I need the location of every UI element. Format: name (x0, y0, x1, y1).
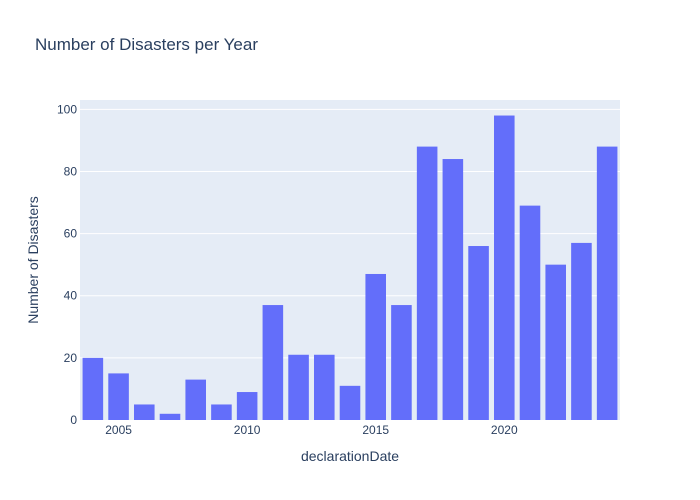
bar-2005 (108, 373, 129, 420)
y-axis-ticks: 0 20 40 60 80 100 (57, 102, 77, 427)
bar-2023 (571, 242, 592, 420)
bar-2007 (159, 413, 181, 420)
bar-2012 (288, 354, 309, 420)
bar-2017 (416, 146, 438, 420)
bar-2019 (468, 246, 489, 420)
y-tick-label: 20 (64, 351, 78, 365)
x-tick-label: 2020 (491, 423, 518, 437)
bar-2024 (596, 146, 618, 420)
y-tick-label: 60 (64, 227, 78, 241)
bars (82, 115, 618, 420)
x-tick-label: 2015 (362, 423, 389, 437)
bar-2008 (185, 379, 206, 420)
y-tick-label: 80 (64, 164, 78, 178)
x-axis-title: declarationDate (301, 448, 399, 464)
bar-2010 (236, 392, 258, 420)
bar-2009 (211, 404, 232, 420)
x-tick-label: 2005 (105, 423, 132, 437)
chart-title: Number of Disasters per Year (35, 35, 258, 54)
x-tick-label: 2010 (234, 423, 261, 437)
bar-2020 (494, 115, 515, 420)
bar-2022 (545, 264, 566, 420)
bar-2015 (365, 273, 386, 420)
bar-2018 (442, 159, 464, 420)
bar-2006 (134, 404, 155, 420)
y-tick-label: 40 (64, 289, 78, 303)
y-axis-title: Number of Disasters (25, 196, 41, 324)
bar-2013 (314, 354, 335, 420)
y-tick-label: 0 (70, 413, 77, 427)
y-tick-label: 100 (57, 102, 77, 116)
bar-2004 (82, 357, 104, 420)
bar-2014 (339, 385, 361, 420)
x-axis-ticks: 2005 2010 2015 2020 (105, 423, 518, 437)
bar-2021 (519, 205, 541, 420)
bar-2016 (391, 305, 412, 420)
bar-2011 (262, 305, 284, 420)
